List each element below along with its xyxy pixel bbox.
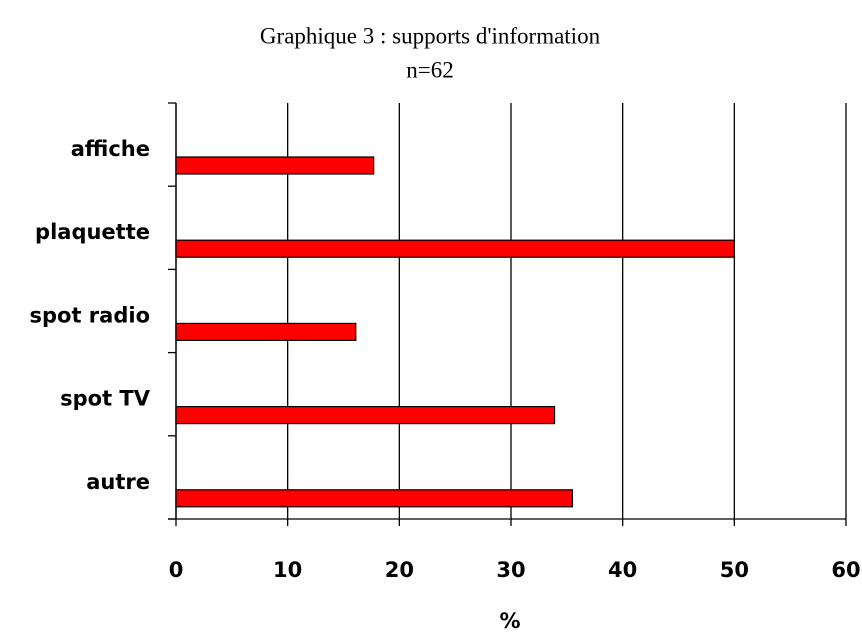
chart-title: Graphique 3 : supports d'information xyxy=(260,23,601,48)
y-tick-label: spot radio xyxy=(30,303,151,327)
x-tick-label: 30 xyxy=(496,558,525,582)
x-tick-label: 50 xyxy=(720,558,749,582)
bar xyxy=(175,239,735,258)
x-tick-label: 40 xyxy=(608,558,637,582)
x-tick-label: 0 xyxy=(169,558,184,582)
chart-subtitle: n=62 xyxy=(406,57,453,82)
x-axis-label: % xyxy=(499,609,520,633)
y-tick-label: plaquette xyxy=(35,220,150,244)
bar xyxy=(175,406,556,425)
x-tick-label: 20 xyxy=(385,558,414,582)
bar xyxy=(175,156,375,175)
y-tick-label: autre xyxy=(86,470,150,494)
y-tick-label: affiche xyxy=(71,137,150,161)
bar xyxy=(175,322,357,341)
x-tick-label: 60 xyxy=(831,558,860,582)
bar xyxy=(175,489,574,508)
y-tick-label: spot TV xyxy=(60,387,151,411)
x-tick-label: 10 xyxy=(273,558,302,582)
